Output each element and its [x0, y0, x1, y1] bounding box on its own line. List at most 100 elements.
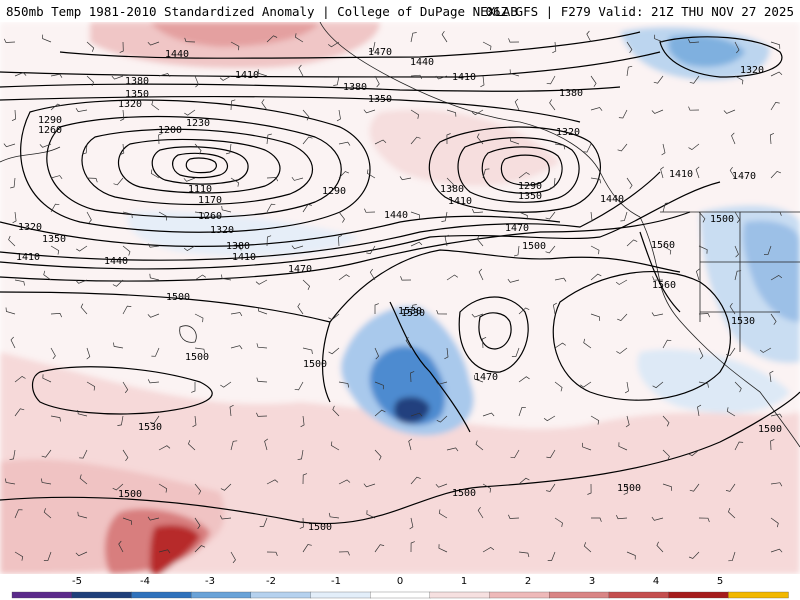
wind-barb	[510, 449, 520, 459]
wind-barb	[689, 483, 700, 492]
wind-barb	[158, 211, 168, 221]
wind-barb	[549, 99, 556, 111]
cool-anomaly-aleutian	[127, 211, 360, 257]
contour-1530-subtropic	[31, 366, 213, 415]
wind-barb	[687, 38, 700, 44]
wind-barb	[266, 177, 279, 182]
wind-barb	[518, 172, 530, 179]
wind-barb	[374, 449, 382, 461]
contour-1500-trough	[321, 321, 331, 403]
wind-barb	[338, 551, 350, 556]
wind-barb	[731, 132, 736, 145]
wind-barb	[545, 211, 556, 220]
wind-barb	[43, 508, 52, 519]
wind-barb	[266, 551, 278, 557]
wind-barb	[76, 245, 88, 252]
contour-label: 1530	[401, 308, 425, 319]
colorbar-label: -1	[331, 576, 341, 587]
wind-barb	[623, 483, 628, 495]
contour-1560-west	[639, 231, 681, 313]
wind-barb	[507, 278, 520, 283]
wind-barb	[194, 211, 206, 218]
wind-barb	[5, 307, 16, 315]
wind-barb	[118, 540, 124, 553]
wind-barb	[554, 277, 567, 282]
colorbar-labels: -5 -4 -3 -2 -1 0 1 2 3 4 5	[72, 576, 723, 587]
wind-barb	[112, 279, 124, 287]
wind-barb	[651, 109, 664, 114]
contour-low2-outer	[428, 126, 601, 213]
wind-barb	[113, 177, 124, 186]
wind-barb	[688, 551, 700, 559]
wind-barb	[410, 476, 421, 485]
wind-barb	[626, 177, 633, 189]
wind-barb	[266, 35, 278, 43]
wind-barb	[508, 514, 520, 519]
wind-barb	[302, 136, 313, 145]
wind-barb	[50, 347, 56, 360]
wind-barb	[149, 273, 160, 281]
wind-barb	[14, 375, 26, 383]
colorbar-swatch	[429, 591, 491, 599]
wind-barb	[302, 544, 312, 553]
wind-barb	[727, 507, 736, 519]
wind-barb	[122, 381, 129, 394]
wind-barb	[194, 347, 206, 354]
wind-barb	[688, 106, 700, 111]
wind-barb	[583, 338, 592, 349]
wind-barb	[261, 99, 268, 111]
wind-barb	[770, 211, 782, 216]
wind-barb	[547, 551, 556, 561]
wind-barb	[474, 374, 484, 383]
wind-barb	[688, 143, 700, 151]
wind-barb	[122, 211, 133, 219]
wind-barb	[546, 75, 556, 85]
contour-label: 1530	[731, 316, 755, 327]
wind-barb	[582, 442, 592, 451]
contour-label: 1380	[343, 82, 367, 93]
wind-barb	[291, 176, 304, 181]
wind-barb	[590, 177, 602, 184]
wind-barb	[770, 439, 775, 451]
wind-barb	[147, 243, 160, 248]
wind-barb	[399, 176, 412, 181]
contour-label: 1200	[158, 125, 182, 136]
wind-barb	[338, 274, 350, 281]
wind-barb	[698, 211, 706, 223]
contour-label: 1350	[42, 234, 66, 245]
wind-barb	[615, 514, 628, 520]
wind-barb	[590, 313, 601, 321]
contour-1500-south	[0, 391, 800, 525]
wind-barb	[75, 551, 88, 557]
wind-barb	[366, 510, 376, 519]
wind-barb	[366, 245, 376, 255]
wind-barb	[482, 483, 492, 493]
contour-label: 1320	[556, 127, 580, 138]
wind-barb	[219, 515, 232, 520]
wind-barb	[257, 69, 268, 77]
wind-barb	[545, 245, 556, 254]
wind-barb	[10, 177, 16, 189]
contour-label: 1500	[303, 359, 327, 370]
wind-barb	[588, 211, 593, 224]
contour-1530-trough	[389, 301, 471, 433]
wind-barb	[695, 166, 700, 179]
wind-barb	[259, 517, 268, 527]
wind-barb	[662, 245, 672, 255]
wind-barb	[590, 273, 602, 281]
wind-barb	[410, 241, 423, 247]
wind-barb	[662, 202, 670, 213]
wind-barb	[726, 407, 736, 417]
wind-barb	[42, 374, 52, 383]
colorbar-label: 5	[717, 576, 723, 587]
wind-barb	[511, 347, 520, 357]
wind-barb	[255, 279, 268, 285]
wind-barb	[147, 41, 160, 46]
wind-barb	[734, 270, 742, 281]
wind-barb	[435, 483, 448, 488]
contour-label: 1350	[125, 89, 149, 100]
wind-barb	[698, 313, 711, 318]
contour-label: 1530	[398, 306, 422, 317]
wind-barb	[374, 303, 379, 314]
contour-label: 1320	[18, 222, 42, 233]
